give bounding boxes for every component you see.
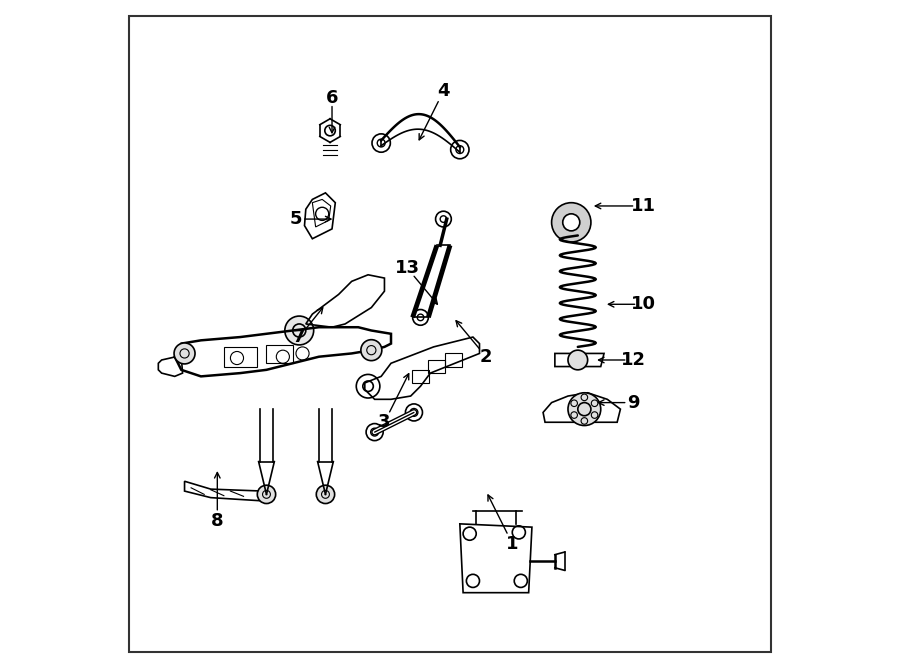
Text: 6: 6 — [326, 89, 338, 107]
Circle shape — [552, 203, 591, 242]
Text: 1: 1 — [506, 535, 518, 553]
Bar — [224, 347, 256, 367]
Text: 2: 2 — [480, 348, 492, 366]
Text: 5: 5 — [290, 210, 302, 228]
Circle shape — [405, 404, 422, 421]
Circle shape — [316, 485, 335, 504]
Text: 9: 9 — [627, 393, 640, 412]
Bar — [412, 369, 429, 383]
Circle shape — [412, 309, 428, 325]
Circle shape — [372, 134, 391, 152]
Text: 12: 12 — [621, 351, 646, 369]
Circle shape — [436, 212, 451, 227]
Text: 10: 10 — [631, 295, 656, 313]
Bar — [428, 360, 446, 373]
Text: 3: 3 — [378, 413, 391, 431]
Circle shape — [451, 140, 469, 159]
Text: 7: 7 — [293, 328, 305, 346]
Circle shape — [361, 340, 382, 361]
Circle shape — [568, 393, 601, 426]
Text: 11: 11 — [631, 197, 656, 215]
Circle shape — [562, 214, 580, 231]
Text: 8: 8 — [211, 512, 223, 529]
Text: 13: 13 — [395, 259, 420, 277]
Circle shape — [568, 350, 588, 369]
Circle shape — [284, 316, 314, 345]
Circle shape — [257, 485, 275, 504]
Circle shape — [174, 343, 195, 364]
Text: 4: 4 — [437, 82, 450, 100]
Circle shape — [366, 424, 383, 441]
Bar — [266, 345, 292, 364]
Bar — [445, 354, 462, 367]
